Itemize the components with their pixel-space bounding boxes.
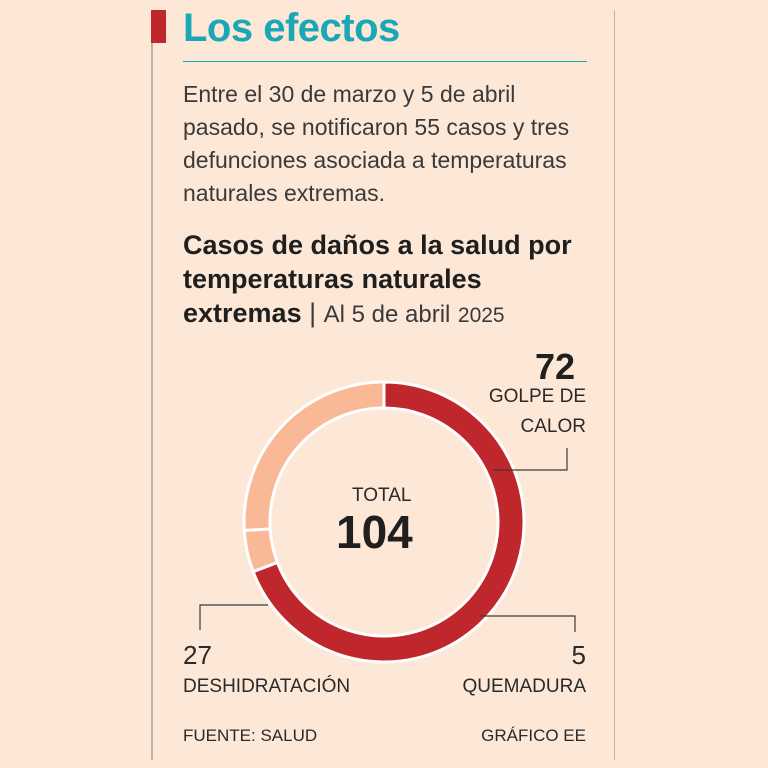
- frame-left-rule: [151, 10, 153, 760]
- chart-title-year: 2025: [457, 304, 505, 327]
- total-value: 104: [336, 506, 413, 558]
- leader-deshidratacion: [199, 604, 268, 630]
- slice-golpe-de-calor: [251, 380, 526, 664]
- slice-quemadura: [242, 527, 280, 574]
- slice-deshidrataci-n: [242, 380, 386, 533]
- chart-title-separator: |: [301, 298, 324, 328]
- golpe-label-line2: CALOR: [520, 416, 586, 437]
- deshidratacion-value: 27: [183, 640, 212, 670]
- page-title: Los efectos: [183, 6, 400, 50]
- leader-golpe: [493, 448, 568, 471]
- chart-title: Casos de daños a la salud por temperatur…: [183, 228, 603, 333]
- quemadura-value: 5: [571, 640, 586, 670]
- chart-title-main: Casos de daños a la salud por temperatur…: [183, 230, 572, 328]
- credit-note: GRÁFICO EE: [481, 726, 586, 745]
- chart-title-date: Al 5 de abril: [323, 301, 451, 328]
- quemadura-label: QUEMADURA: [462, 676, 586, 697]
- intro-text: Entre el 30 de marzo y 5 de abril pasado…: [183, 81, 570, 206]
- source-note: FUENTE: SALUD: [183, 726, 318, 745]
- title-underline: [183, 61, 587, 62]
- golpe-value: 72: [535, 346, 576, 387]
- golpe-label-line1: GOLPE DE: [488, 386, 586, 407]
- accent-bar: [151, 10, 166, 43]
- total-label: TOTAL: [352, 485, 412, 506]
- frame-right-rule: [614, 10, 615, 760]
- leader-quemadura: [480, 615, 576, 632]
- deshidratacion-label: DESHIDRATACIÓN: [183, 676, 351, 697]
